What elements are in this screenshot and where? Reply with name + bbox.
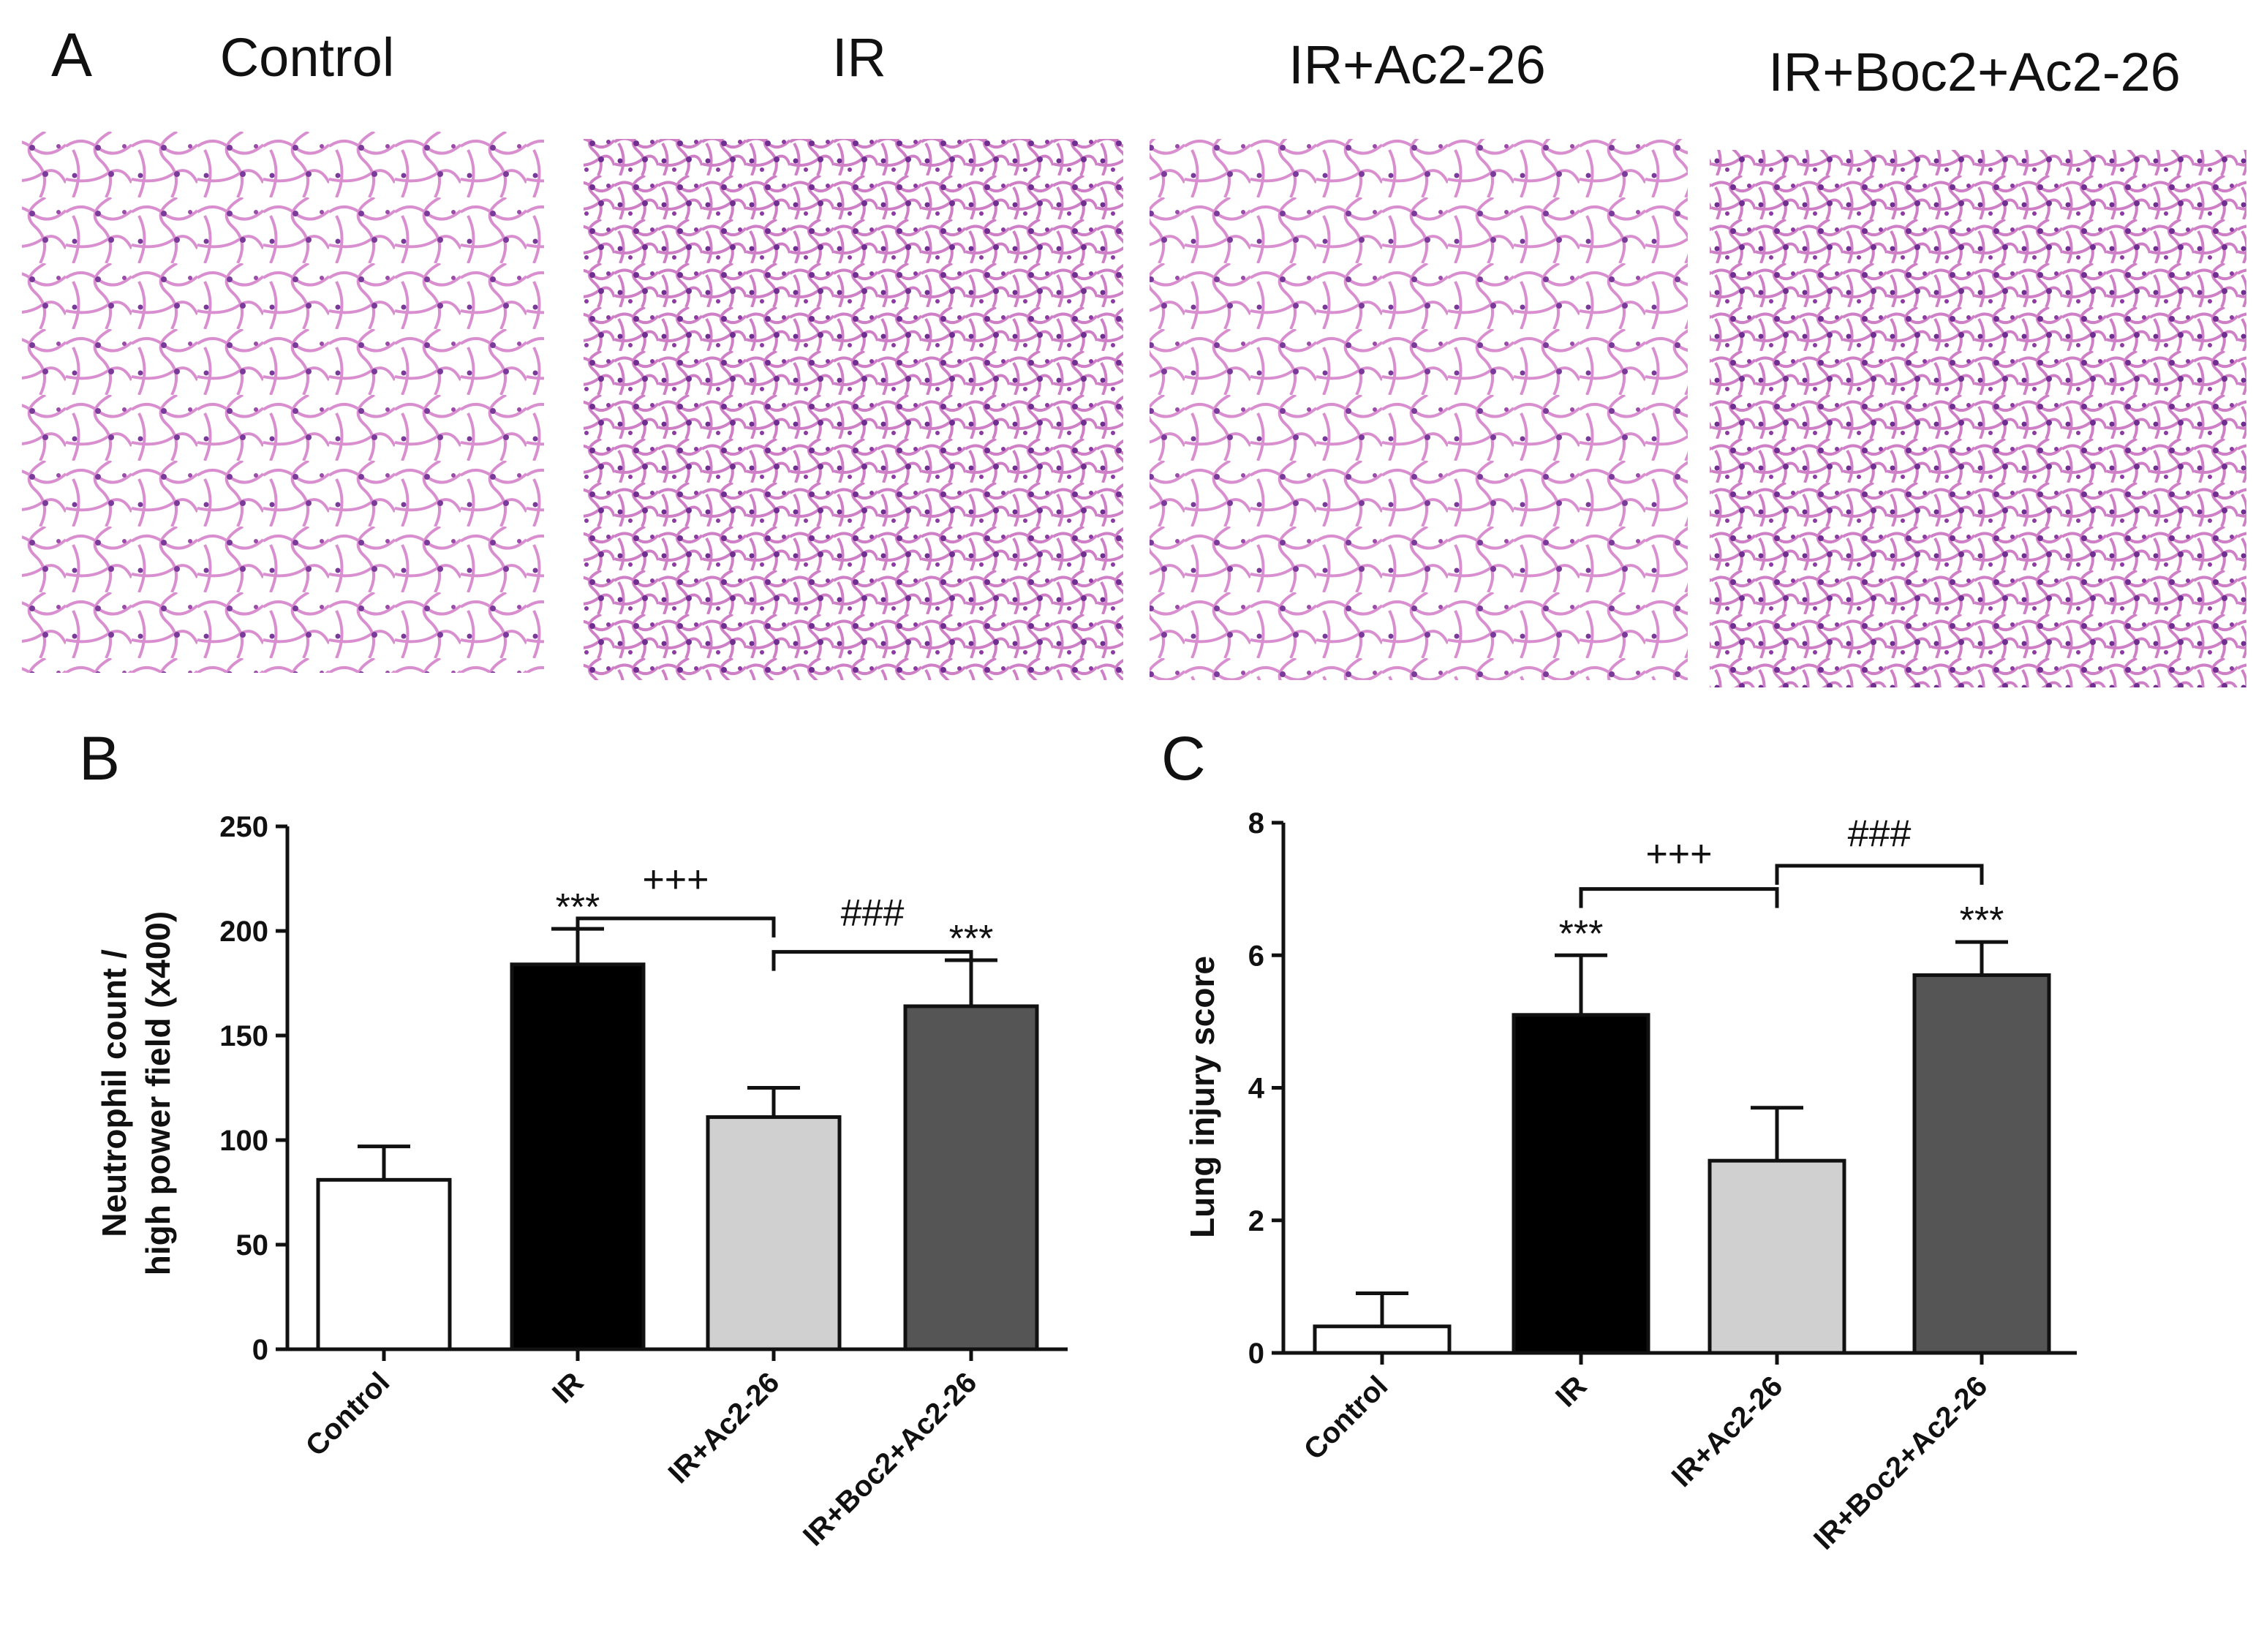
- chart-c-y-tick-label: 0: [1248, 1338, 1264, 1370]
- chart-b-ylabel-line-1: Neutrophil count /: [95, 949, 133, 1237]
- chart-c-y-tick-label: 6: [1248, 940, 1264, 972]
- chart-b-bar: [510, 962, 646, 1351]
- chart-c-category-label: IR+Ac2-26: [1666, 1370, 1789, 1493]
- histology-image-control: [22, 132, 544, 673]
- chart-c: Lung injury score 0 2 4 6 8 Control IR *** IR+Ac…: [1183, 807, 2077, 1556]
- chart-b-category-label: IR: [546, 1366, 589, 1409]
- chart-c-significance-stars: ***: [1960, 899, 2004, 942]
- chart-b-ylabel-line-2: high power field (x400): [139, 911, 177, 1275]
- panel-a-label: A: [51, 20, 92, 89]
- chart-b-comparison-label: ###: [841, 892, 905, 935]
- chart-b-y-tick-label: 50: [236, 1229, 269, 1261]
- chart-b-bar: [903, 1004, 1039, 1351]
- chart-b-y-tick-label: 0: [252, 1334, 268, 1366]
- chart-c-category-label: IR+Boc2+Ac2-26: [1808, 1370, 1993, 1555]
- chart-c-comparison-bracket: [1775, 864, 1984, 885]
- chart-b-y-tick-label: 200: [219, 916, 268, 948]
- chart-b-category-label: Control: [300, 1366, 396, 1463]
- chart-b-bar: [316, 1177, 452, 1351]
- chart-c-category-label: IR: [1550, 1370, 1593, 1413]
- chart-b-category-label: IR+Ac2-26: [663, 1366, 786, 1490]
- chart-c-bar: [1912, 973, 2051, 1355]
- chart-c-significance-stars: ***: [1559, 913, 1604, 955]
- panel-a-title-ir: IR: [832, 27, 886, 88]
- histology-image-ir: [584, 139, 1123, 680]
- chart-c-bar: [1313, 1324, 1452, 1355]
- chart-b-y-tick-label: 150: [219, 1020, 268, 1052]
- chart-b-bar: [706, 1115, 842, 1351]
- histology-image-ir-boc2-ac2-26: [1710, 150, 2246, 687]
- chart-c-y-tick-label: 8: [1248, 807, 1264, 840]
- histology-image-ir-ac2-26: [1150, 139, 1688, 680]
- chart-c-category-label: Control: [1298, 1370, 1395, 1466]
- chart-b-comparison-bracket: [771, 950, 973, 971]
- chart-c-comparison-label: +++: [1645, 833, 1712, 875]
- panel-a-title-ir-boc2-ac2-26: IR+Boc2+Ac2-26: [1768, 42, 2181, 102]
- chart-b-category-label: IR+Boc2+Ac2-26: [797, 1366, 983, 1552]
- chart-b-y-tick-label: 100: [219, 1125, 268, 1157]
- chart-b-y-tick-label: 250: [219, 811, 268, 843]
- chart-c-ylabel: Lung injury score: [1183, 956, 1221, 1238]
- chart-c-y-tick-label: 2: [1248, 1205, 1264, 1237]
- chart-b-comparison-bracket: [576, 916, 776, 938]
- panel-b-label: B: [79, 724, 120, 793]
- panel-c-label: C: [1161, 724, 1206, 793]
- panel-a-title-ir-ac2-26: IR+Ac2-26: [1288, 34, 1546, 95]
- chart-c-comparison-bracket: [1579, 887, 1779, 908]
- chart-b-comparison-label: +++: [642, 859, 709, 901]
- chart-c-comparison-label: ###: [1848, 813, 1912, 856]
- chart-c-bar: [1512, 1013, 1650, 1355]
- chart-b: Neutrophil count / high power field (x40…: [95, 811, 1068, 1553]
- chart-c-bar: [1708, 1158, 1846, 1355]
- panel-a-title-control: Control: [220, 27, 395, 88]
- chart-c-y-tick-label: 4: [1248, 1073, 1265, 1105]
